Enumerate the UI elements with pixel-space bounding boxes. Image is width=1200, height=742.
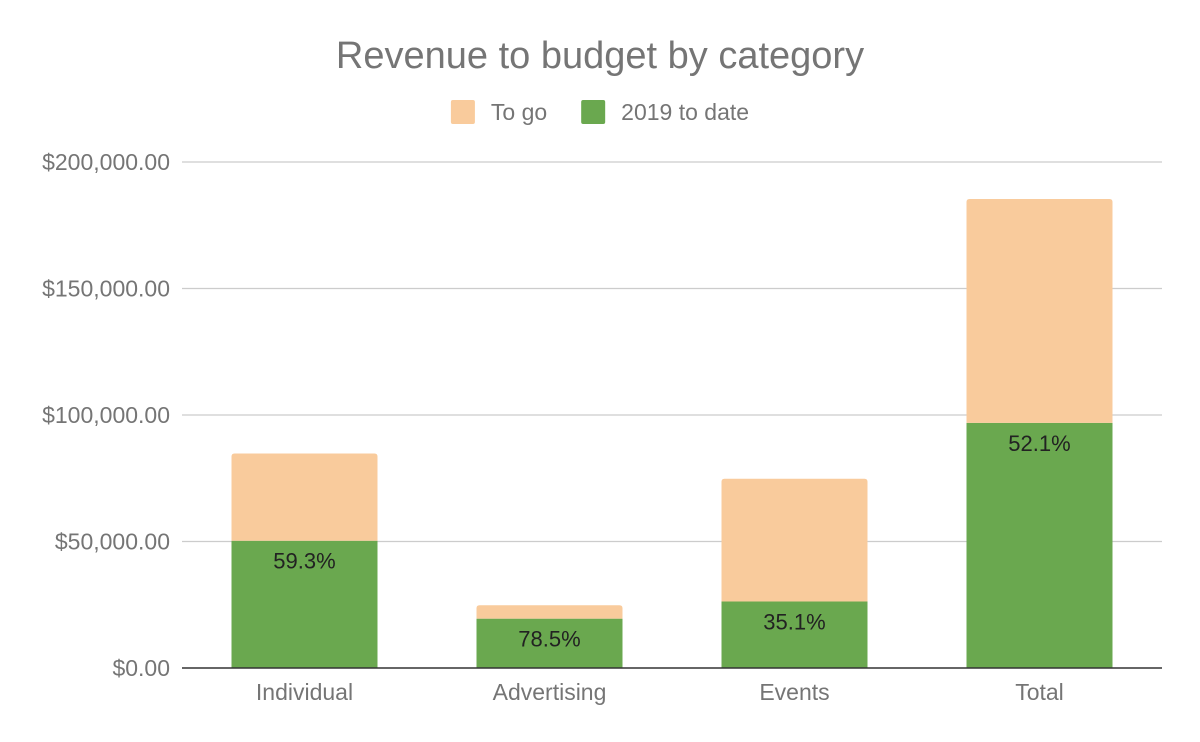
data-label: 78.5% <box>518 627 580 652</box>
bar-to-go <box>721 478 868 602</box>
bar-stack-advertising: 78.5% <box>476 605 623 668</box>
legend-label: 2019 to date <box>621 99 749 125</box>
bar-2019-to-date <box>476 618 623 668</box>
y-tick-label: $200,000.00 <box>42 149 170 175</box>
bar-to-go <box>966 198 1113 423</box>
y-tick-label: $0.00 <box>112 655 170 681</box>
legend-swatch-2019-to-date <box>581 100 606 124</box>
y-tick-label: $100,000.00 <box>42 402 170 428</box>
legend-swatch-to-go <box>450 100 475 124</box>
x-tick-label: Individual <box>256 679 353 705</box>
bar-2019-to-date <box>231 540 378 668</box>
bar-stack-events: 35.1% <box>721 478 868 668</box>
bar-stack-individual: 59.3% <box>231 453 378 668</box>
chart-legend: To go 2019 to date <box>450 99 749 125</box>
bar-to-go <box>476 605 623 619</box>
x-axis-tick-labels: Individual Advertising Events Total <box>256 679 1064 705</box>
x-tick-label: Total <box>1015 679 1064 705</box>
y-tick-label: $150,000.00 <box>42 276 170 302</box>
bar-to-go <box>231 453 378 541</box>
bar-2019-to-date <box>721 601 868 668</box>
chart-title: Revenue to budget by category <box>336 35 864 77</box>
data-label: 52.1% <box>1008 431 1070 456</box>
x-tick-label: Events <box>759 679 829 705</box>
y-tick-label: $50,000.00 <box>55 529 170 555</box>
y-axis-tick-labels: $0.00 $50,000.00 $100,000.00 $150,000.00 $20… <box>42 149 170 681</box>
bars: 59.3% 78.5% 35.1% 52.1% <box>231 198 1113 668</box>
x-tick-label: Advertising <box>493 679 607 705</box>
data-label: 59.3% <box>273 549 335 574</box>
bar-2019-to-date <box>966 422 1113 668</box>
legend-label: To go <box>491 99 547 125</box>
bar-stack-total: 52.1% <box>966 198 1113 668</box>
data-label: 35.1% <box>763 609 825 634</box>
